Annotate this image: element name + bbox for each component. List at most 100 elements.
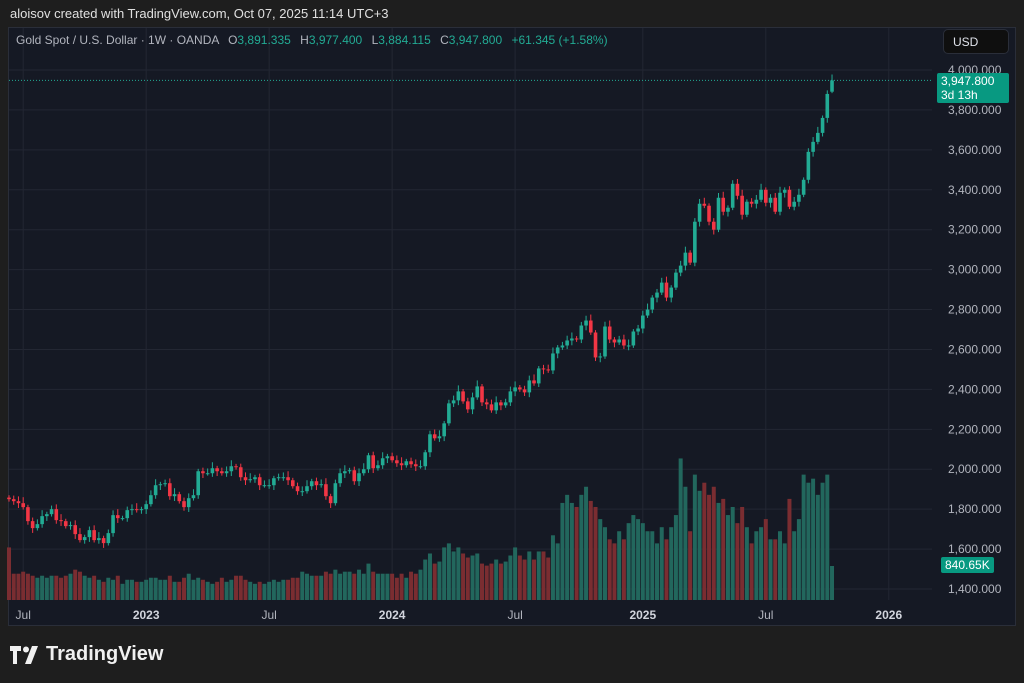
tradingview-logo[interactable]: TradingView [10, 643, 163, 666]
candle-body [276, 477, 281, 479]
volume-bar [59, 577, 64, 600]
close-label: C [440, 33, 449, 47]
candle-body [111, 515, 115, 534]
volume-bar [763, 519, 768, 600]
candle-body [418, 466, 423, 468]
volume-bar [87, 577, 92, 600]
candle-body [7, 497, 11, 500]
candle-body [253, 477, 257, 480]
candle-body [740, 195, 744, 215]
volume-bar [640, 523, 645, 600]
candle-body [40, 516, 44, 525]
candle-body [267, 485, 271, 487]
volume-bar [375, 573, 380, 600]
volume-bar [252, 583, 257, 600]
volume-bar [480, 563, 484, 600]
volume-bar [167, 575, 172, 600]
candle-body [825, 93, 830, 118]
volume-bar [569, 502, 574, 600]
volume-tag: 840.65K [941, 557, 994, 573]
candle-body [257, 477, 262, 486]
volume-bar [224, 581, 229, 600]
price-axis-label: 2,600.000 [948, 342, 1002, 356]
candle-body [494, 402, 498, 411]
volume-bar [304, 573, 309, 600]
volume-bar [664, 539, 669, 600]
volume-bar [413, 573, 418, 600]
price-axis-label: 2,200.000 [948, 422, 1002, 436]
currency-button[interactable]: USD [943, 29, 1009, 54]
volume-bar [49, 575, 54, 600]
volume-bar [442, 547, 447, 600]
candle-body [603, 326, 607, 357]
candle-body [461, 391, 465, 402]
candle-body [787, 189, 792, 207]
candle-body [617, 339, 621, 343]
volume-bar [394, 577, 399, 600]
candle-body [532, 380, 536, 384]
volume-bar [777, 531, 782, 600]
volume-bar [494, 559, 499, 600]
volume-bar [735, 523, 740, 600]
candle-body [702, 203, 707, 206]
candle-body [560, 345, 565, 348]
volume-bar [380, 573, 385, 600]
volume-bar [773, 539, 778, 600]
volume-bar [96, 579, 101, 600]
symbol-title[interactable]: Gold Spot / U.S. Dollar · 1W · OANDA [16, 33, 219, 47]
volume-bar [281, 579, 286, 600]
candle-body [518, 387, 522, 390]
volume-bar [106, 577, 111, 600]
candle-body [413, 464, 418, 467]
candle-body [120, 518, 125, 520]
volume-bar [16, 573, 21, 600]
volume-bar [101, 581, 106, 600]
candle-body [347, 470, 352, 472]
candle-body [584, 320, 588, 326]
volume-bar [267, 581, 272, 600]
volume-bar [21, 571, 26, 600]
candle-body [139, 509, 144, 511]
candle-body [820, 117, 825, 133]
volume-bar [191, 579, 196, 600]
volume-bar [210, 583, 215, 600]
candle-body [87, 530, 92, 538]
chart-panel[interactable] [8, 27, 1016, 626]
volume-bar [115, 575, 120, 600]
candle-body [428, 434, 432, 453]
volume-bar [7, 547, 11, 600]
price-axis-label: 2,400.000 [948, 382, 1002, 396]
candle-body [697, 203, 702, 222]
candle-body [371, 455, 376, 469]
volume-bar [730, 506, 735, 600]
candle-body [333, 483, 338, 504]
candle-body [101, 538, 106, 544]
volume-bar [63, 575, 68, 600]
candle-body [272, 478, 276, 486]
time-axis-label: 2025 [629, 608, 656, 622]
tradingview-logo-icon [10, 645, 38, 664]
volume-bar [163, 579, 168, 600]
candle-body [73, 525, 78, 535]
candle-body [390, 456, 394, 461]
candle-body [21, 503, 25, 508]
candle-body [570, 338, 574, 341]
volume-bar [465, 557, 470, 600]
price-axis-label: 3,800.000 [948, 103, 1002, 117]
candle-body [664, 282, 669, 298]
volume-bar [357, 569, 362, 600]
candle-body [153, 485, 158, 496]
volume-bar [139, 581, 144, 600]
candle-body [196, 471, 200, 496]
candle-body [16, 501, 21, 504]
volume-bar [574, 506, 579, 600]
candle-body [262, 485, 267, 487]
volume-bar [409, 571, 414, 600]
volume-bar [44, 577, 49, 600]
candle-body [49, 509, 54, 515]
volume-bar [234, 575, 239, 600]
candle-body [475, 386, 480, 398]
candle-body [735, 183, 740, 196]
candle-body [749, 201, 754, 204]
